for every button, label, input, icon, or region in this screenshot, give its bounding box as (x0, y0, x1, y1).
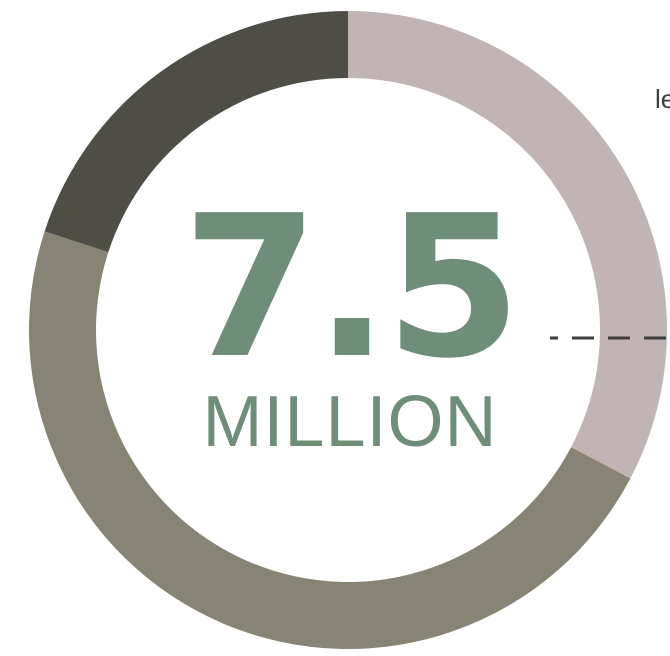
annotation-label: le (655, 84, 670, 114)
donut-segments (28, 11, 667, 650)
donut-segment-2 (28, 231, 631, 650)
donut-segment-1 (348, 11, 667, 479)
donut-segment-3 (44, 11, 348, 253)
center-unit-label: MILLION (202, 382, 497, 462)
center-value: 7.5 (182, 174, 517, 402)
